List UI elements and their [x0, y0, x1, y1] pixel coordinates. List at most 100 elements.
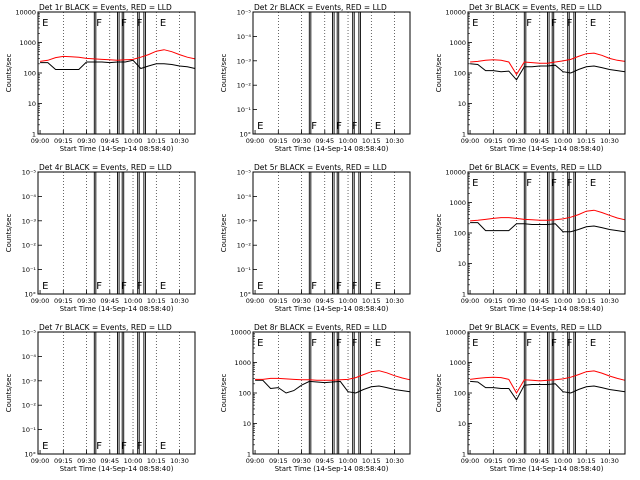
event-marker: E	[375, 338, 381, 349]
series-events	[40, 59, 196, 70]
x-tick-label: 09:15	[54, 457, 73, 465]
x-axis-label: Start Time (14-Sep-14 08:58:40)	[490, 145, 604, 153]
x-tick-label: 10:15	[577, 137, 596, 145]
y-tick-label: 10⁻¹	[22, 426, 37, 434]
event-marker: E	[160, 441, 166, 452]
panel-1: Det 1r BLACK = Events, RED = LLD 1 10 100 10…	[5, 3, 196, 153]
event-marker: E	[42, 281, 48, 292]
y-tick-label: 10⁻²	[237, 242, 252, 250]
x-tick-label: 10:00	[554, 297, 573, 305]
y-tick-label: 10⁻¹	[237, 266, 252, 274]
event-marker: F	[137, 281, 143, 292]
y-tick-label: 1000	[19, 39, 36, 47]
panel-7: Det 7r BLACK = Events, RED = LLD 10° 10⁻¹ 1…	[5, 323, 196, 473]
y-tick-label: 10⁻⁵	[22, 329, 37, 337]
x-tick-label: 09:30	[292, 457, 311, 465]
x-tick-label: 09:45	[315, 457, 334, 465]
panel-title: Det 1r BLACK = Events, RED = LLD	[39, 3, 172, 12]
series-events	[255, 379, 411, 394]
x-tick-label: 10:00	[554, 137, 573, 145]
event-marker: F	[121, 281, 127, 292]
y-tick-label: 100	[239, 390, 251, 398]
x-axis-label: Start Time (14-Sep-14 08:58:40)	[60, 305, 174, 313]
x-tick-label: 10:30	[600, 297, 619, 305]
x-tick-label: 09:15	[54, 137, 73, 145]
event-marker: E	[472, 178, 478, 189]
event-marker: E	[160, 281, 166, 292]
x-tick-label: 10:00	[554, 457, 573, 465]
y-tick-label: 10°	[239, 291, 251, 299]
event-marker: F	[567, 178, 573, 189]
axes-frame	[37, 331, 196, 455]
x-tick-label: 09:30	[77, 297, 96, 305]
x-axis-label: Start Time (14-Sep-14 08:58:40)	[275, 145, 389, 153]
x-tick-label: 09:45	[100, 137, 119, 145]
x-tick-label: 10:00	[124, 457, 143, 465]
event-marker: F	[567, 18, 573, 29]
y-tick-label: 1000	[449, 39, 466, 47]
y-tick-label: 10°	[24, 451, 36, 459]
series-events	[470, 380, 626, 401]
x-tick-label: 09:30	[77, 137, 96, 145]
x-tick-label: 10:30	[600, 457, 619, 465]
event-marker: E	[42, 441, 48, 452]
event-marker: F	[352, 281, 358, 292]
panel-title: Det 7r BLACK = Events, RED = LLD	[39, 323, 172, 332]
y-tick-label: 10000	[445, 169, 466, 177]
event-marker: E	[257, 121, 263, 132]
event-marker: E	[257, 281, 263, 292]
y-tick-label: 10⁻⁴	[237, 33, 252, 41]
x-axis-label: Start Time (14-Sep-14 08:58:40)	[490, 305, 604, 313]
series-lld	[470, 209, 626, 222]
series-lld	[255, 370, 411, 381]
x-tick-label: 10:30	[600, 137, 619, 145]
x-tick-label: 09:00	[246, 137, 265, 145]
x-axis-label: Start Time (14-Sep-14 08:58:40)	[490, 465, 604, 473]
y-tick-label: 10⁻³	[22, 217, 37, 225]
x-tick-label: 10:00	[339, 137, 358, 145]
y-tick-label: 10⁻⁴	[22, 193, 37, 201]
y-tick-label: 1000	[234, 359, 251, 367]
event-marker: F	[311, 281, 317, 292]
y-tick-label: 10⁻⁴	[22, 353, 37, 361]
y-axis-label: Counts/sec	[220, 214, 228, 253]
y-tick-label: 1	[32, 131, 36, 139]
x-tick-label: 09:15	[484, 137, 503, 145]
x-axis-label: Start Time (14-Sep-14 08:58:40)	[275, 465, 389, 473]
y-tick-label: 10	[458, 100, 466, 108]
x-tick-label: 10:00	[124, 297, 143, 305]
x-tick-label: 09:15	[269, 297, 288, 305]
x-tick-label: 10:15	[362, 297, 381, 305]
axes-frame	[467, 171, 626, 295]
y-tick-label: 10000	[230, 329, 251, 337]
x-tick-label: 10:15	[362, 137, 381, 145]
panel-6: Det 6r BLACK = Events, RED = LLD 1 10 100 10…	[435, 163, 626, 313]
x-tick-label: 10:30	[170, 137, 189, 145]
axes-frame	[252, 11, 411, 135]
y-tick-label: 10000	[15, 9, 36, 17]
event-marker: F	[336, 281, 342, 292]
x-tick-label: 10:15	[147, 457, 166, 465]
series-lld	[40, 49, 196, 62]
series-events	[470, 63, 626, 81]
panel-title: Det 6r BLACK = Events, RED = LLD	[469, 163, 602, 172]
x-tick-label: 09:45	[315, 137, 334, 145]
event-marker: F	[121, 18, 127, 29]
event-marker: E	[590, 338, 596, 349]
x-tick-label: 09:30	[77, 457, 96, 465]
x-tick-label: 09:00	[246, 297, 265, 305]
y-tick-label: 10000	[445, 329, 466, 337]
x-tick-label: 09:45	[530, 297, 549, 305]
x-tick-label: 10:00	[339, 457, 358, 465]
axes-frame	[37, 11, 196, 135]
event-marker: E	[160, 18, 166, 29]
x-tick-label: 09:30	[507, 137, 526, 145]
y-axis-label: Counts/sec	[5, 214, 13, 253]
panel-9: Det 9r BLACK = Events, RED = LLD 1 10 100 10…	[435, 323, 626, 473]
event-marker: E	[375, 281, 381, 292]
x-tick-label: 09:00	[31, 297, 50, 305]
x-tick-label: 10:30	[385, 137, 404, 145]
event-marker: E	[375, 121, 381, 132]
y-tick-label: 100	[454, 230, 466, 238]
x-tick-label: 10:30	[385, 297, 404, 305]
